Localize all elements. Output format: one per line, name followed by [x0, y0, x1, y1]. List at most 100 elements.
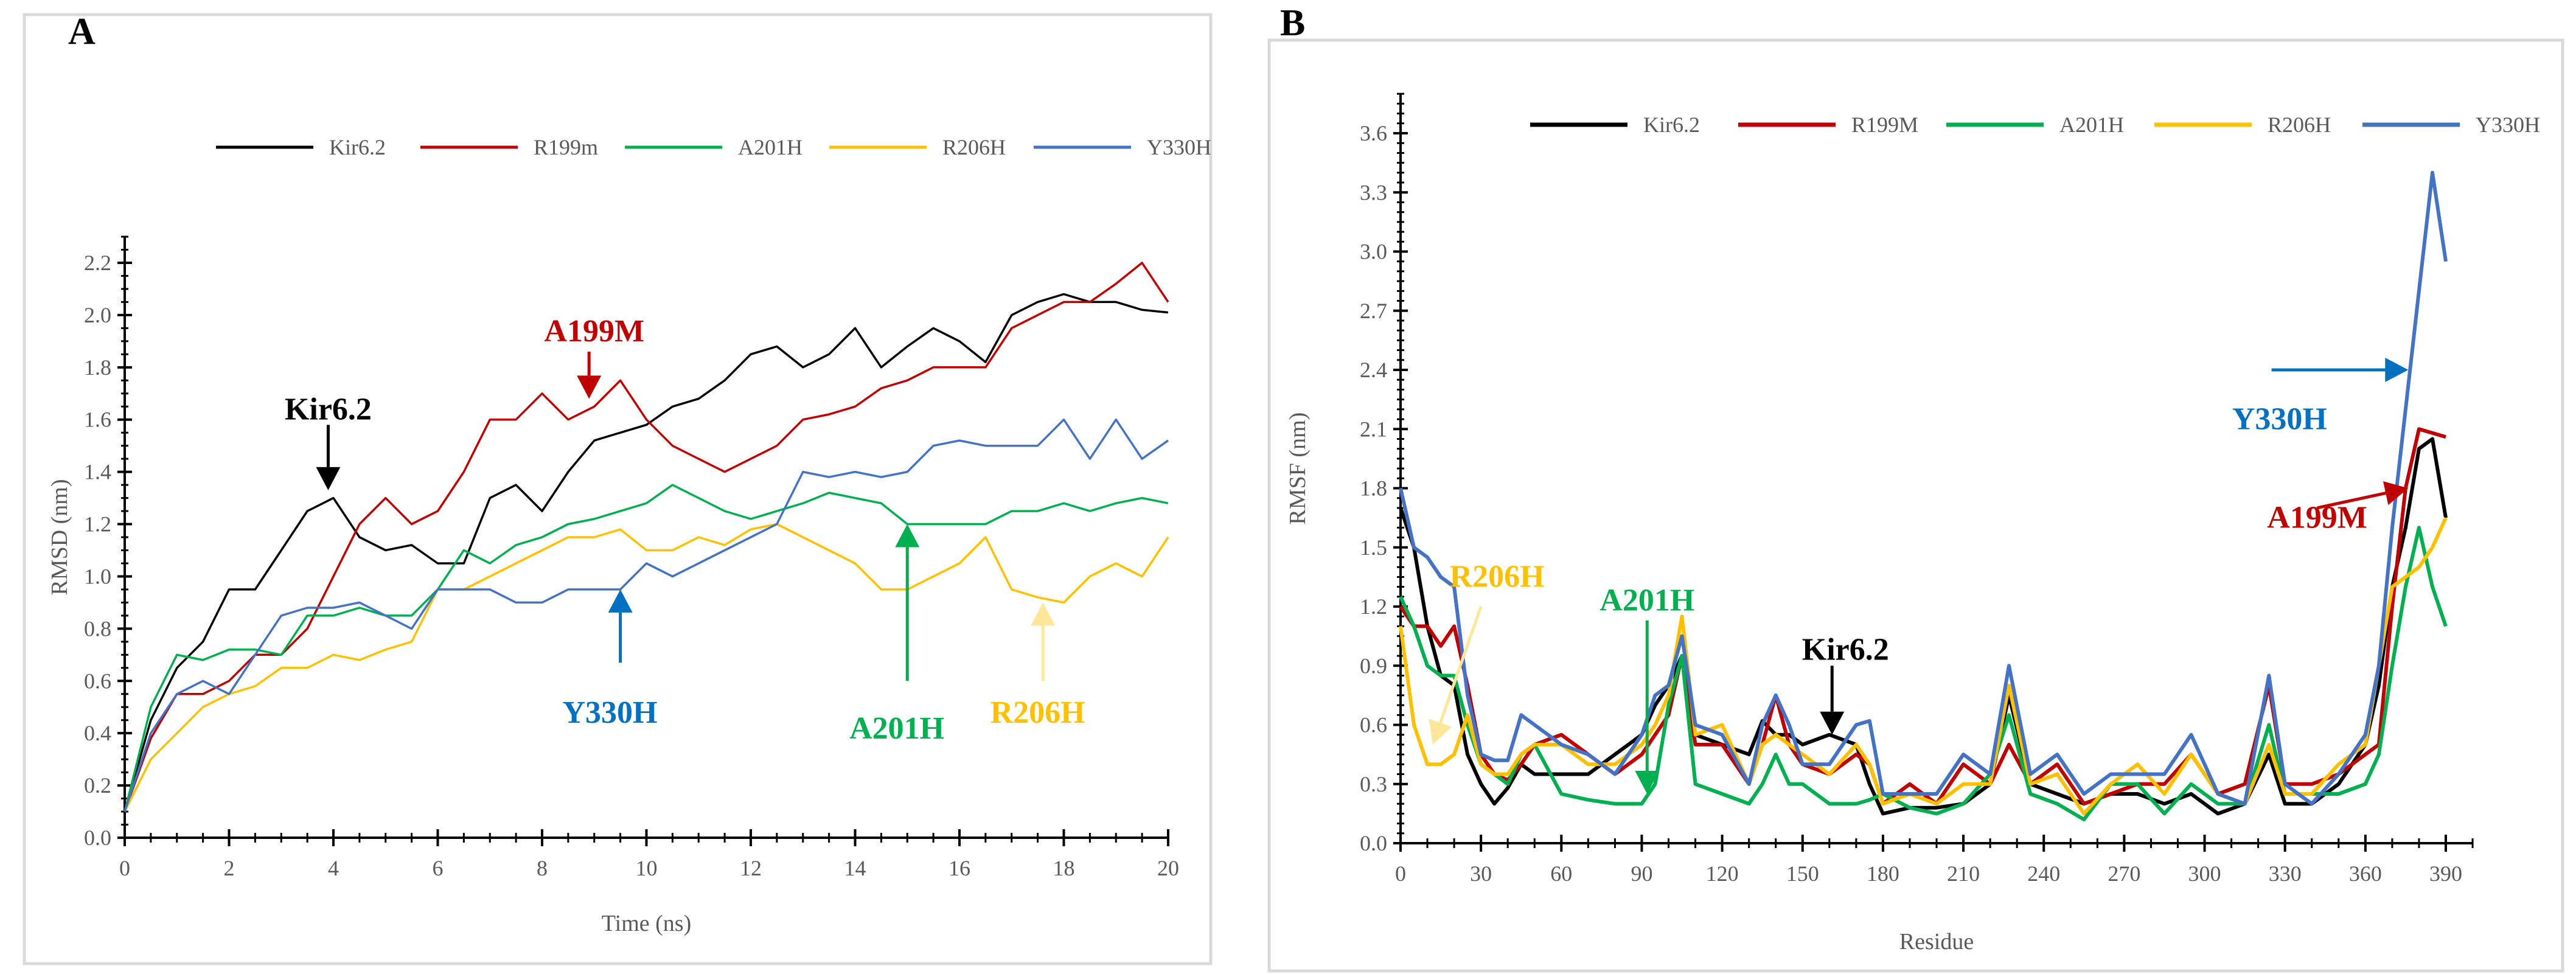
- annotation-label: A199M: [2267, 500, 2367, 535]
- annotation-arrow-shaft: [1439, 606, 1483, 723]
- y-tick-label: 0.0: [1360, 831, 1387, 855]
- annotation-arrow-head: [1820, 711, 1845, 735]
- series-line-r206h: [124, 523, 1169, 812]
- legend-label: R199m: [534, 135, 598, 159]
- panel-b-frame: [1267, 38, 2564, 973]
- series-line-r199m: [124, 262, 1169, 812]
- y-tick-label: 3.0: [1360, 240, 1387, 264]
- series-line-y330h: [124, 418, 1169, 812]
- y-axis-title: RMSD (nm): [47, 479, 72, 595]
- x-tick-label: 6: [433, 856, 444, 880]
- y-tick-label: 0.8: [84, 616, 111, 641]
- series-line-a201h: [124, 484, 1169, 812]
- y-tick-label: 2.1: [1360, 417, 1387, 441]
- y-tick-label: 1.5: [1360, 535, 1387, 560]
- y-tick-label: 0.6: [84, 669, 111, 693]
- y-tick-label: 2.4: [1360, 358, 1387, 382]
- x-tick-label: 180: [1867, 861, 1899, 886]
- y-tick-label: 0.2: [84, 773, 111, 798]
- x-tick-label: 360: [2349, 861, 2382, 886]
- legend-label: R199M: [1851, 113, 1918, 137]
- annotation-label: Y330H: [562, 695, 657, 730]
- legend-label: Y330H: [1147, 135, 1211, 159]
- y-tick-label: 0.9: [1360, 653, 1387, 678]
- panel-b-label: B: [1280, 2, 1305, 44]
- annotation-label: Kir6.2: [285, 392, 372, 427]
- annotation-arrow-head: [895, 524, 920, 548]
- annotation-label: R206H: [1450, 560, 1545, 594]
- x-tick-label: 4: [328, 856, 339, 880]
- legend-label: R206H: [2268, 113, 2331, 137]
- x-tick-label: 300: [2188, 861, 2221, 886]
- panel-a-label: A: [68, 11, 96, 52]
- x-tick-label: 16: [949, 856, 970, 880]
- x-tick-label: 12: [740, 856, 762, 880]
- y-tick-label: 2.0: [84, 303, 111, 327]
- x-tick-label: 10: [636, 856, 658, 880]
- x-axis-title: Time (ns): [602, 911, 691, 936]
- y-tick-label: 0.0: [84, 826, 111, 850]
- chart-a-rmsd: 0.0 0.2 0.4 0.6 0.8 1.0 1.2 1.4 1.6 1.8 2.0 2.2 0 2 4 6…: [47, 135, 1211, 936]
- annotation-arrow-head: [2383, 481, 2409, 506]
- x-tick-label: 90: [1631, 861, 1652, 886]
- annotation-label: Kir6.2: [1802, 633, 1889, 667]
- annotation-arrow-head: [608, 589, 633, 613]
- annotation-label: Y330H: [2232, 402, 2327, 436]
- y-tick-label: 0.3: [1360, 772, 1387, 796]
- series-line-r199m: [1399, 427, 2446, 806]
- annotation-label: A201H: [1600, 583, 1694, 617]
- legend-label: Kir6.2: [329, 135, 386, 159]
- x-tick-label: 8: [537, 856, 548, 880]
- x-tick-label: 330: [2269, 861, 2302, 886]
- chart-b-rmsf: 0.0 0.3 0.6 0.9 1.2 1.5 1.8 2.1 2.4 2.7 3.0 3.3 3.6 0…: [1285, 92, 2540, 955]
- x-tick-label: 30: [1470, 861, 1492, 886]
- series-line-y330h: [1399, 170, 2448, 806]
- x-tick-label: 0: [119, 856, 130, 880]
- y-tick-label: 2.2: [84, 251, 111, 275]
- x-tick-label: 120: [1706, 861, 1739, 886]
- annotation-arrow-head: [2385, 358, 2409, 382]
- x-tick-label: 2: [224, 856, 235, 880]
- annotation-label: R206H: [990, 695, 1085, 730]
- x-tick-label: 240: [2027, 861, 2060, 886]
- y-axis-title: RMSF (nm): [1285, 412, 1311, 525]
- annotation-label: A199M: [544, 314, 644, 349]
- y-tick-label: 1.0: [84, 564, 111, 588]
- x-tick-label: 60: [1550, 861, 1572, 886]
- x-tick-label: 270: [2108, 861, 2140, 886]
- legend-label: R206H: [942, 135, 1006, 159]
- y-tick-label: 1.6: [84, 408, 111, 432]
- x-tick-label: 14: [844, 856, 866, 880]
- annotation-arrow-head: [577, 375, 602, 399]
- x-tick-label: 390: [2429, 861, 2462, 886]
- y-tick-label: 1.8: [1360, 476, 1387, 501]
- series-line-r206h: [1399, 517, 2448, 816]
- y-tick-label: 0.6: [1360, 713, 1387, 737]
- annotation-arrow-head: [1031, 602, 1056, 626]
- y-tick-label: 1.2: [1360, 594, 1387, 619]
- legend-label: A201H: [738, 135, 802, 159]
- x-tick-label: 18: [1053, 856, 1075, 880]
- annotation-label: A201H: [849, 711, 944, 746]
- y-tick-label: 1.4: [84, 460, 111, 484]
- annotation-arrow-head: [316, 467, 341, 490]
- x-tick-label: 0: [1395, 861, 1406, 886]
- annotation-arrow-head: [1429, 718, 1452, 745]
- panel-a-frame: [23, 13, 1213, 965]
- x-tick-label: 150: [1786, 861, 1819, 886]
- legend-label: A201H: [2059, 113, 2124, 137]
- x-tick-label: 210: [1947, 861, 1980, 886]
- x-tick-label: 20: [1157, 856, 1179, 880]
- y-tick-label: 1.8: [84, 355, 111, 380]
- y-tick-label: 3.3: [1360, 180, 1387, 204]
- y-tick-label: 1.2: [84, 512, 111, 537]
- annotation-arrow-shaft: [2317, 492, 2386, 510]
- x-axis-title: Residue: [1899, 929, 1974, 955]
- annotation-arrow-head: [1635, 770, 1660, 794]
- y-tick-label: 3.6: [1360, 121, 1387, 145]
- series-line-kir62: [124, 293, 1169, 812]
- y-tick-label: 0.4: [84, 721, 111, 745]
- y-tick-label: 2.7: [1360, 299, 1387, 323]
- legend-label: Kir6.2: [1643, 113, 1700, 137]
- legend-label: Y330H: [2476, 113, 2540, 137]
